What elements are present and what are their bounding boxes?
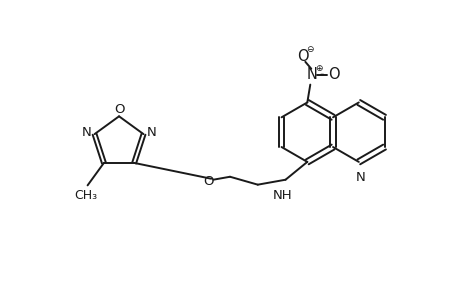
Text: O: O xyxy=(328,67,339,82)
Text: O: O xyxy=(113,103,124,116)
Text: N: N xyxy=(306,67,317,82)
Text: N: N xyxy=(82,126,91,139)
Text: CH₃: CH₃ xyxy=(74,189,97,202)
Text: ⊖: ⊖ xyxy=(306,45,313,54)
Text: O: O xyxy=(202,175,213,188)
Text: ⊕: ⊕ xyxy=(315,64,322,73)
Text: N: N xyxy=(146,126,156,139)
Text: O: O xyxy=(297,50,308,64)
Text: NH: NH xyxy=(272,189,292,202)
Text: N: N xyxy=(355,171,365,184)
